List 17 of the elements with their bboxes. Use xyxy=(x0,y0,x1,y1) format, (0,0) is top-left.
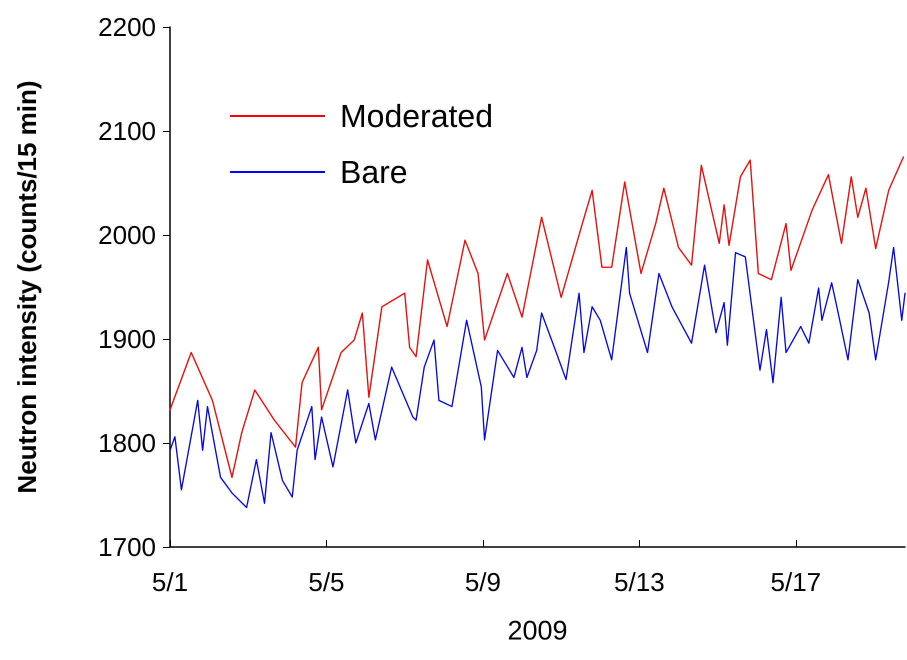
y-tick-label: 1900 xyxy=(98,324,156,354)
y-axis-title: Neutron intensity (counts/15 min) xyxy=(12,80,42,494)
y-tick-label: 2100 xyxy=(98,116,156,146)
y-tick-label: 1700 xyxy=(98,532,156,562)
x-tick-label: 5/9 xyxy=(464,567,501,597)
x-tick-label: 5/17 xyxy=(770,567,822,597)
x-tick-label: 5/1 xyxy=(152,567,188,597)
legend-label: Bare xyxy=(340,154,408,190)
x-tick-label: 5/13 xyxy=(614,567,665,597)
x-tick-label: 5/5 xyxy=(308,567,345,597)
line-series xyxy=(169,246,906,508)
y-tick-label: 1800 xyxy=(98,428,156,458)
legend-label: Moderated xyxy=(340,98,493,134)
line-series xyxy=(169,156,904,478)
x-axis-title: 2009 xyxy=(507,616,568,646)
y-tick-label: 2000 xyxy=(98,220,156,250)
y-tick-label: 2200 xyxy=(98,12,156,42)
